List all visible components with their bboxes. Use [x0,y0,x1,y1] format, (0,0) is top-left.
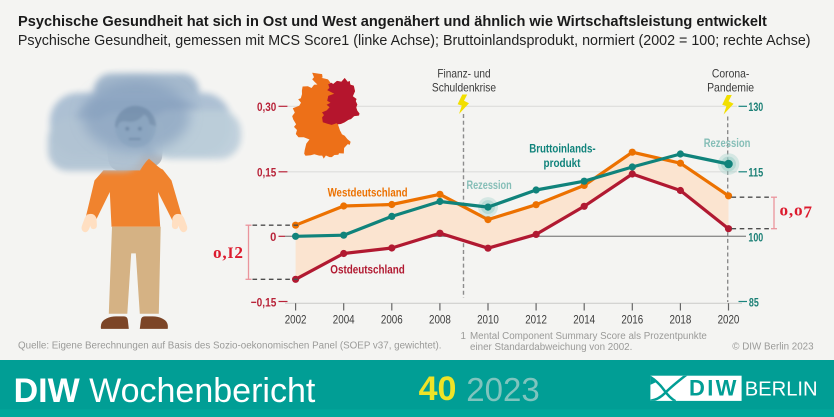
svg-text:© DIW Berlin 2023: © DIW Berlin 2023 [732,342,814,353]
svg-text:2010: 2010 [477,312,499,326]
svg-text:115: 115 [748,166,763,180]
svg-text:2014: 2014 [573,312,595,326]
svg-text:Ostdeutschland: Ostdeutschland [330,263,405,277]
svg-text:Corona-: Corona- [712,66,749,80]
svg-text:Mental Component Summary Score: Mental Component Summary Score als Proze… [470,331,707,342]
svg-text:0: 0 [270,230,276,244]
svg-text:2004: 2004 [333,312,355,326]
svg-text:2016: 2016 [621,312,643,326]
svg-text:2012: 2012 [525,312,547,326]
svg-text:Schuldenkrise: Schuldenkrise [432,81,497,95]
svg-text:o,I2: o,I2 [213,243,244,262]
svg-text:0,15: 0,15 [257,166,276,180]
svg-text:BERLIN: BERLIN [745,379,818,401]
svg-text:2002: 2002 [285,312,307,326]
svg-text:130: 130 [748,100,763,114]
svg-text:1: 1 [461,331,466,342]
svg-text:2008: 2008 [429,312,451,326]
svg-text:85: 85 [749,295,759,309]
svg-text:DIW: DIW [689,376,739,401]
svg-text:Westdeutschland: Westdeutschland [328,186,408,200]
svg-text:100: 100 [748,230,763,244]
svg-text:Rezession: Rezession [467,178,512,192]
svg-text:einer Standardabweichung von 2: einer Standardabweichung von 2002. [470,342,632,353]
svg-text:−0,15: −0,15 [251,295,277,309]
svg-text:produkt: produkt [544,156,581,170]
svg-text:Bruttoinlands-: Bruttoinlands- [529,142,595,156]
svg-text:Finanz- und: Finanz- und [437,66,490,80]
svg-text:0,30: 0,30 [257,100,276,114]
svg-text:o,o7: o,o7 [780,201,813,222]
svg-text:2006: 2006 [381,312,403,326]
svg-text:2018: 2018 [670,312,692,326]
svg-text:Quelle: Eigene Berechnungen au: Quelle: Eigene Berechnungen auf Basis de… [18,341,442,352]
svg-text:Pandemie: Pandemie [707,81,754,95]
svg-text:2020: 2020 [718,312,740,326]
svg-text:Rezession: Rezession [704,136,751,150]
